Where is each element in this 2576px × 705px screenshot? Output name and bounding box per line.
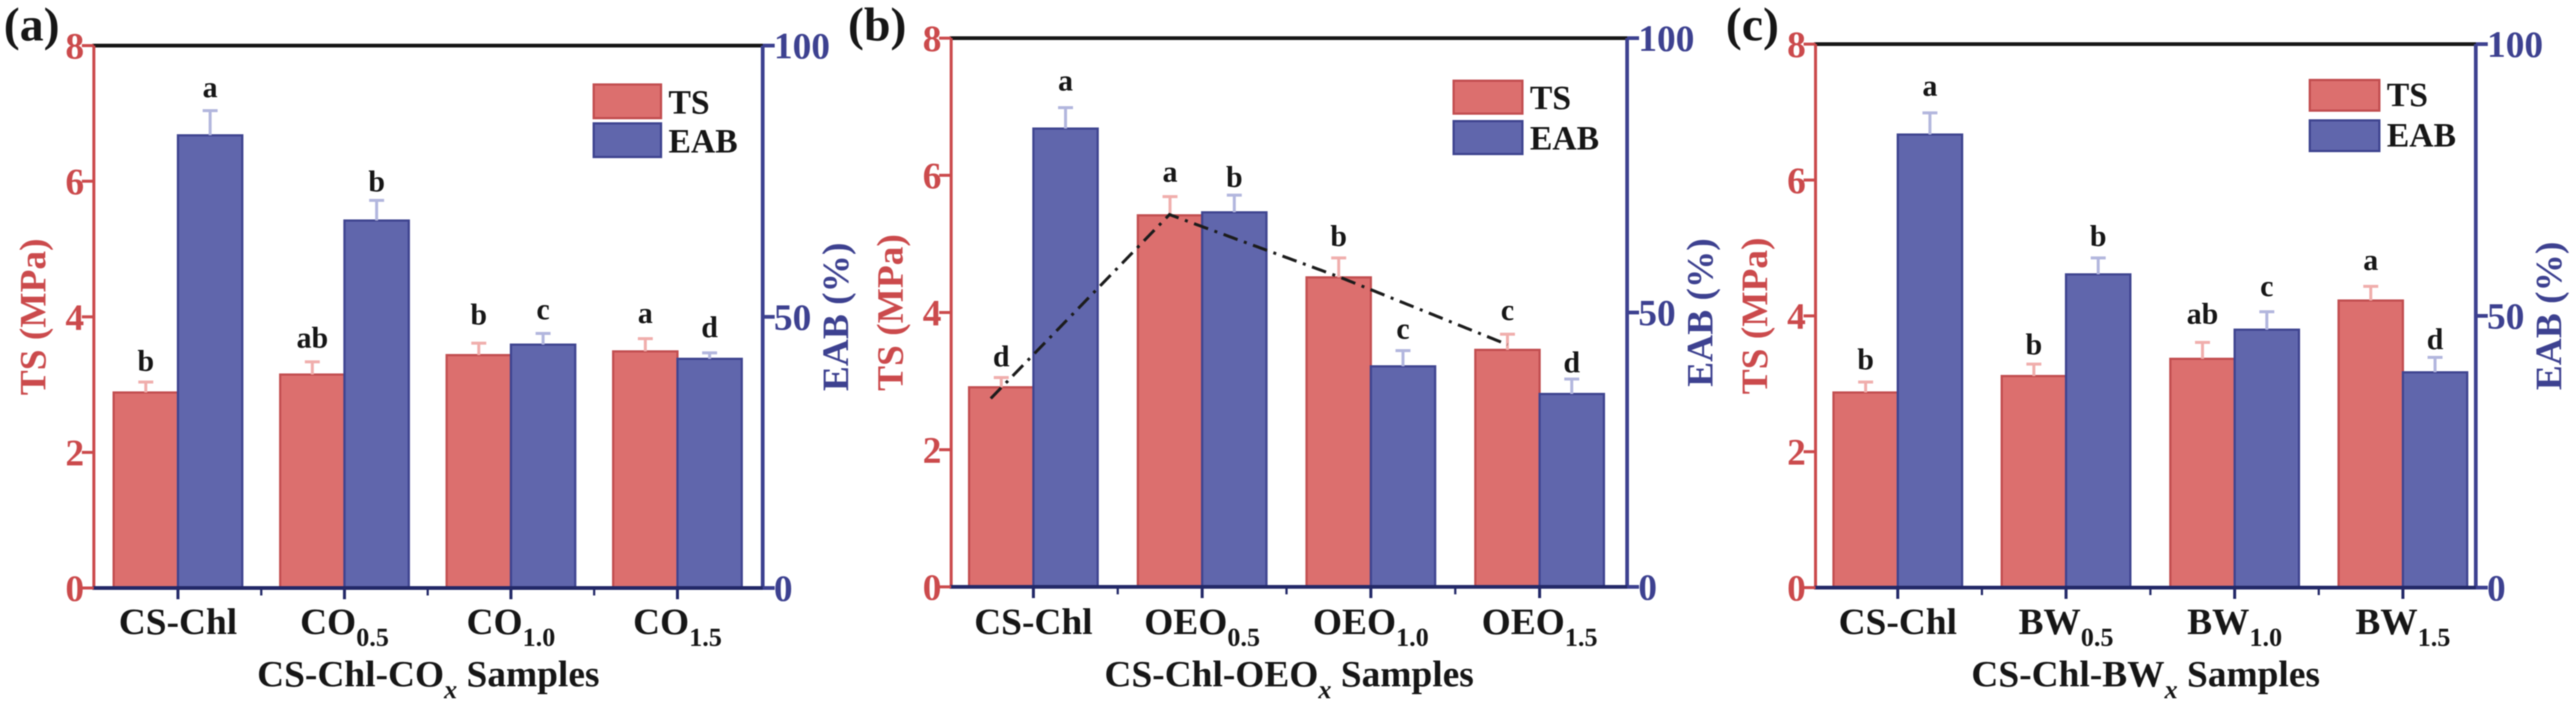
svg-text:0: 0 (774, 567, 793, 609)
svg-text:TS (MPa): TS (MPa) (12, 238, 54, 395)
svg-text:100: 100 (2487, 23, 2543, 65)
svg-text:d: d (2426, 322, 2443, 356)
svg-text:b: b (2090, 219, 2106, 253)
svg-text:8: 8 (66, 25, 84, 67)
svg-text:EAB (%): EAB (%) (2527, 241, 2569, 390)
svg-text:100: 100 (774, 25, 830, 67)
svg-text:a: a (1058, 64, 1073, 97)
svg-text:a: a (638, 296, 653, 330)
svg-text:a: a (1163, 155, 1178, 188)
svg-text:a: a (1922, 69, 1937, 102)
svg-text:TS: TS (2387, 76, 2428, 114)
svg-text:c: c (536, 292, 550, 326)
svg-text:50: 50 (2487, 295, 2524, 337)
svg-text:(a): (a) (4, 0, 60, 51)
svg-text:6: 6 (66, 160, 84, 202)
svg-text:TS (MPa): TS (MPa) (1733, 238, 1775, 395)
svg-text:50: 50 (1638, 292, 1676, 333)
svg-text:d: d (701, 310, 718, 344)
svg-text:TS (MPa): TS (MPa) (869, 234, 911, 391)
svg-text:8: 8 (923, 17, 941, 59)
svg-text:b: b (1226, 160, 1243, 194)
svg-text:4: 4 (66, 296, 84, 338)
svg-text:c: c (1396, 312, 1410, 345)
svg-text:0: 0 (1638, 566, 1657, 608)
svg-text:100: 100 (1638, 17, 1694, 59)
svg-text:2: 2 (923, 429, 941, 471)
svg-text:EAB (%): EAB (%) (1679, 238, 1721, 387)
svg-text:ab: ab (297, 321, 328, 354)
svg-text:CS-Chl: CS-Chl (1839, 600, 1957, 642)
svg-text:EAB (%): EAB (%) (814, 242, 856, 391)
svg-text:EAB: EAB (668, 123, 738, 160)
svg-text:c: c (1501, 293, 1514, 327)
svg-text:b: b (138, 344, 154, 378)
svg-text:EAB: EAB (2387, 117, 2456, 154)
svg-text:b: b (369, 164, 385, 198)
svg-text:(c): (c) (1726, 0, 1779, 51)
svg-text:8: 8 (1787, 23, 1806, 65)
svg-text:50: 50 (774, 296, 811, 338)
svg-text:(b): (b) (848, 0, 906, 51)
svg-text:4: 4 (923, 292, 941, 333)
svg-text:2: 2 (1787, 431, 1806, 472)
svg-text:ab: ab (2186, 297, 2218, 330)
svg-text:0: 0 (923, 566, 941, 608)
svg-text:a: a (203, 70, 218, 104)
svg-text:d: d (993, 339, 1009, 373)
svg-text:4: 4 (1787, 295, 1806, 337)
svg-text:CS-Chl: CS-Chl (119, 600, 237, 642)
svg-text:0: 0 (66, 567, 84, 609)
svg-text:0: 0 (1787, 567, 1806, 609)
svg-text:6: 6 (1787, 159, 1806, 201)
svg-text:CS-Chl: CS-Chl (974, 600, 1092, 642)
svg-text:6: 6 (923, 155, 941, 197)
svg-text:0: 0 (2487, 567, 2506, 609)
svg-text:b: b (470, 298, 487, 331)
svg-text:b: b (2026, 327, 2042, 361)
svg-text:d: d (1564, 345, 1580, 379)
svg-text:b: b (1857, 342, 1874, 376)
svg-text:TS: TS (1530, 79, 1571, 117)
svg-text:c: c (2260, 269, 2274, 303)
svg-text:2: 2 (66, 431, 84, 473)
svg-text:EAB: EAB (1530, 120, 1599, 157)
svg-text:TS: TS (668, 84, 710, 121)
svg-text:a: a (2364, 243, 2379, 277)
svg-text:b: b (1330, 219, 1347, 253)
